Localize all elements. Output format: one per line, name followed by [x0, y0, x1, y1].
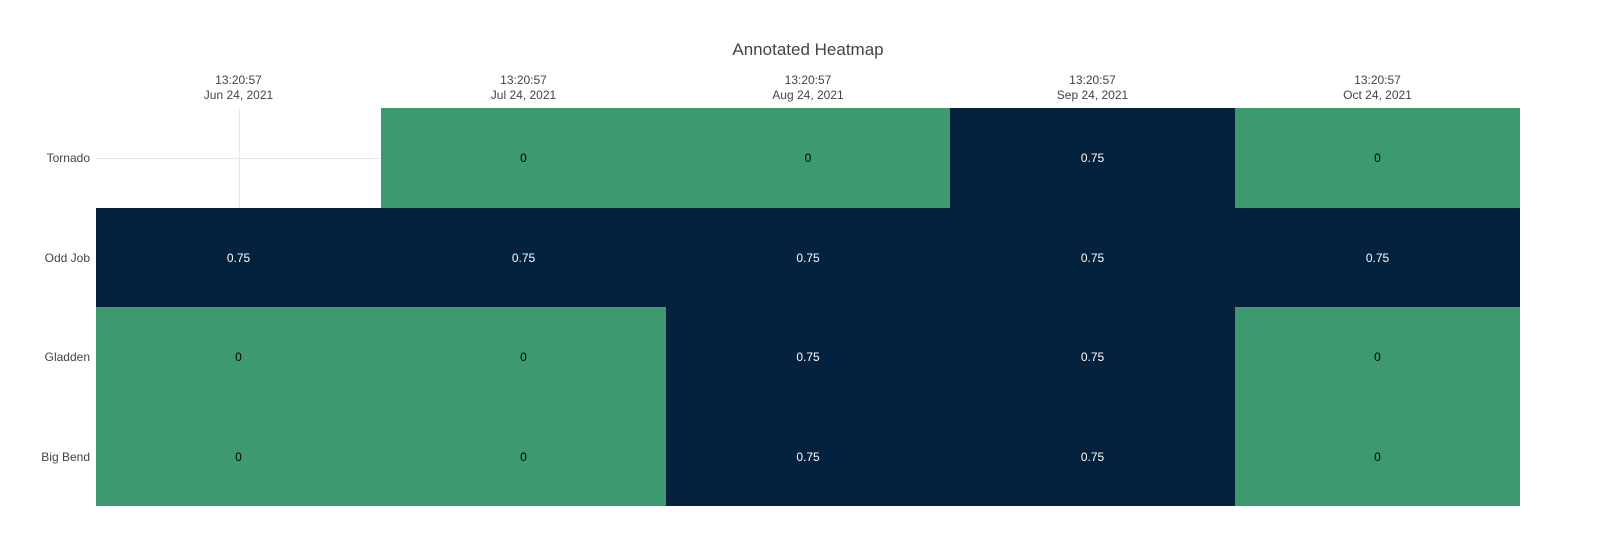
- y-gridline: [96, 158, 381, 159]
- cell-annotation: 0: [804, 151, 812, 165]
- heatmap-cell[interactable]: 0.75: [950, 208, 1235, 307]
- cell-annotation: 0: [235, 449, 242, 464]
- heatmap-plot: 0 0 0.75 0 0.75 0.75 0.75 0.75 0.75 0 0 0.75 0.75 0 0 0…: [96, 108, 1520, 506]
- x-tick-label-line: 13:20:57: [1069, 73, 1116, 87]
- cell-annotation: 0.75: [796, 350, 820, 364]
- y-tick-label: Odd Job: [44, 250, 90, 265]
- cell-annotation: 0: [520, 350, 527, 364]
- heatmap-cell[interactable]: 0: [1235, 108, 1520, 208]
- x-tick-label: 13:20:57 Oct 24, 2021: [1278, 73, 1478, 103]
- heatmap-cell[interactable]: 0.75: [666, 208, 950, 307]
- x-tick-label-line: 13:20:57: [215, 73, 262, 87]
- heatmap-cell[interactable]: 0: [1235, 407, 1520, 506]
- cell-annotation: 0.75: [511, 250, 536, 265]
- cell-annotation: 0: [520, 449, 527, 464]
- cell-annotation: 0: [520, 151, 527, 165]
- heatmap-cell[interactable]: 0.75: [666, 307, 950, 407]
- x-tick-label-line: 13:20:57: [784, 73, 832, 87]
- x-tick-label: 13:20:57 Aug 24, 2021: [708, 73, 908, 103]
- heatmap-cell[interactable]: 0: [381, 108, 666, 208]
- cell-annotation: 0.75: [1080, 350, 1105, 364]
- heatmap-cell[interactable]: 0: [381, 307, 666, 407]
- cell-annotation: 0.75: [1080, 449, 1105, 464]
- heatmap-cell[interactable]: 0: [381, 407, 666, 506]
- cell-annotation: 0: [1374, 151, 1381, 165]
- cell-annotation: 0.75: [1080, 151, 1105, 165]
- chart-title: Annotated Heatmap: [732, 40, 884, 59]
- heatmap-cell[interactable]: 0.75: [950, 407, 1235, 506]
- cell-annotation: 0: [1374, 449, 1381, 464]
- heatmap-cell[interactable]: [96, 108, 381, 208]
- cell-annotation: 0.75: [1080, 250, 1105, 265]
- x-tick-label-line: Oct 24, 2021: [1343, 88, 1412, 102]
- y-tick-label: Big Bend: [41, 449, 90, 464]
- cell-annotation: 0.75: [796, 449, 820, 464]
- heatmap-cell[interactable]: 0: [1235, 307, 1520, 407]
- heatmap-cell[interactable]: 0.75: [381, 208, 666, 307]
- cell-annotation: 0.75: [226, 250, 251, 265]
- y-tick-label: Tornado: [46, 151, 90, 165]
- heatmap-cell[interactable]: 0.75: [666, 407, 950, 506]
- x-tick-label-line: Sep 24, 2021: [1056, 88, 1129, 102]
- x-tick-label-line: 13:20:57: [500, 73, 547, 87]
- y-tick-label: Gladden: [44, 350, 90, 364]
- heatmap-cell[interactable]: 0.75: [950, 307, 1235, 407]
- heatmap-cell[interactable]: 0: [96, 407, 381, 506]
- cell-annotation: 0: [1374, 350, 1381, 364]
- x-tick-label-line: Jun 24, 2021: [203, 88, 274, 102]
- x-tick-label: 13:20:57 Sep 24, 2021: [993, 73, 1193, 103]
- heatmap-cell[interactable]: 0.75: [1235, 208, 1520, 307]
- heatmap-cell[interactable]: 0.75: [96, 208, 381, 307]
- x-tick-label-line: Aug 24, 2021: [772, 88, 844, 102]
- cell-annotation: 0.75: [796, 250, 820, 265]
- heatmap-cell[interactable]: 0.75: [950, 108, 1235, 208]
- x-tick-label-line: 13:20:57: [1354, 73, 1401, 87]
- cell-annotation: 0.75: [1365, 250, 1390, 265]
- x-tick-label-line: Jul 24, 2021: [490, 88, 557, 102]
- cell-annotation: 0: [235, 350, 242, 364]
- x-tick-label: 13:20:57 Jun 24, 2021: [139, 73, 339, 103]
- x-tick-label: 13:20:57 Jul 24, 2021: [424, 73, 624, 103]
- heatmap-cell[interactable]: 0: [666, 108, 950, 208]
- heatmap-cell[interactable]: 0: [96, 307, 381, 407]
